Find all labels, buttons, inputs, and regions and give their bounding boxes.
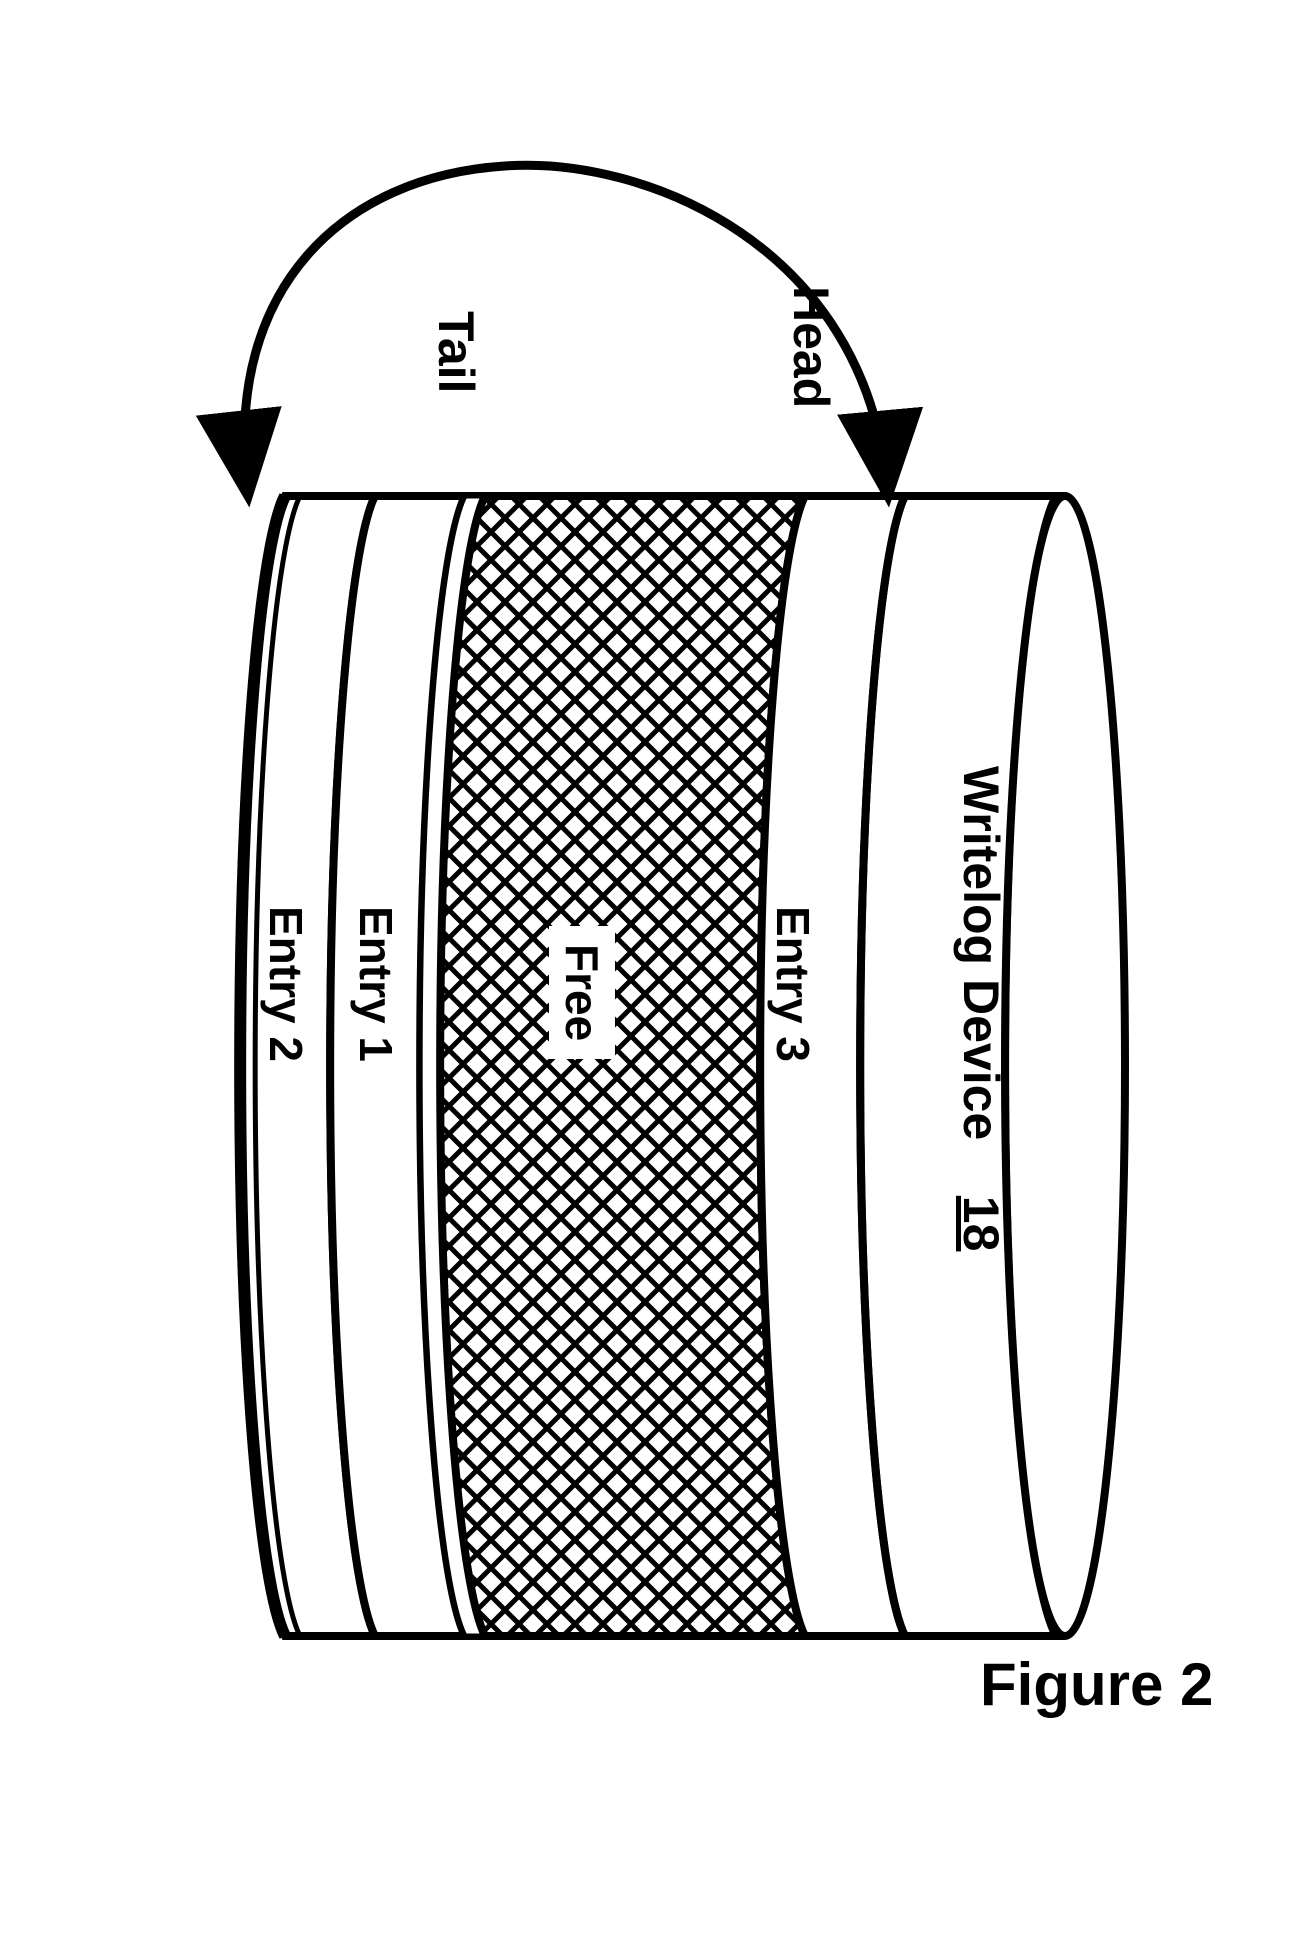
band-free: [440, 496, 805, 1636]
label-free-plaque: Free: [549, 926, 615, 1059]
label-head: Head: [782, 286, 840, 408]
title-ref: 18: [953, 1196, 1009, 1252]
title-prefix: Writelog Device: [953, 766, 1009, 1140]
diagram-rotated-wrapper: Writelog Device 18 Entry 3 Free Entry 1 …: [645, 976, 646, 977]
label-entry2: Entry 2: [259, 906, 313, 1062]
label-tail: Tail: [427, 311, 485, 393]
label-free: Free: [556, 944, 608, 1041]
label-entry3: Entry 3: [766, 906, 820, 1062]
writelog-cylinder-diagram: [85, 126, 1205, 1826]
figure-caption: Figure 2: [980, 1650, 1213, 1719]
label-entry1: Entry 1: [349, 906, 403, 1062]
band-entry3: [760, 496, 905, 1636]
cylinder-title: Writelog Device 18: [952, 766, 1010, 1251]
